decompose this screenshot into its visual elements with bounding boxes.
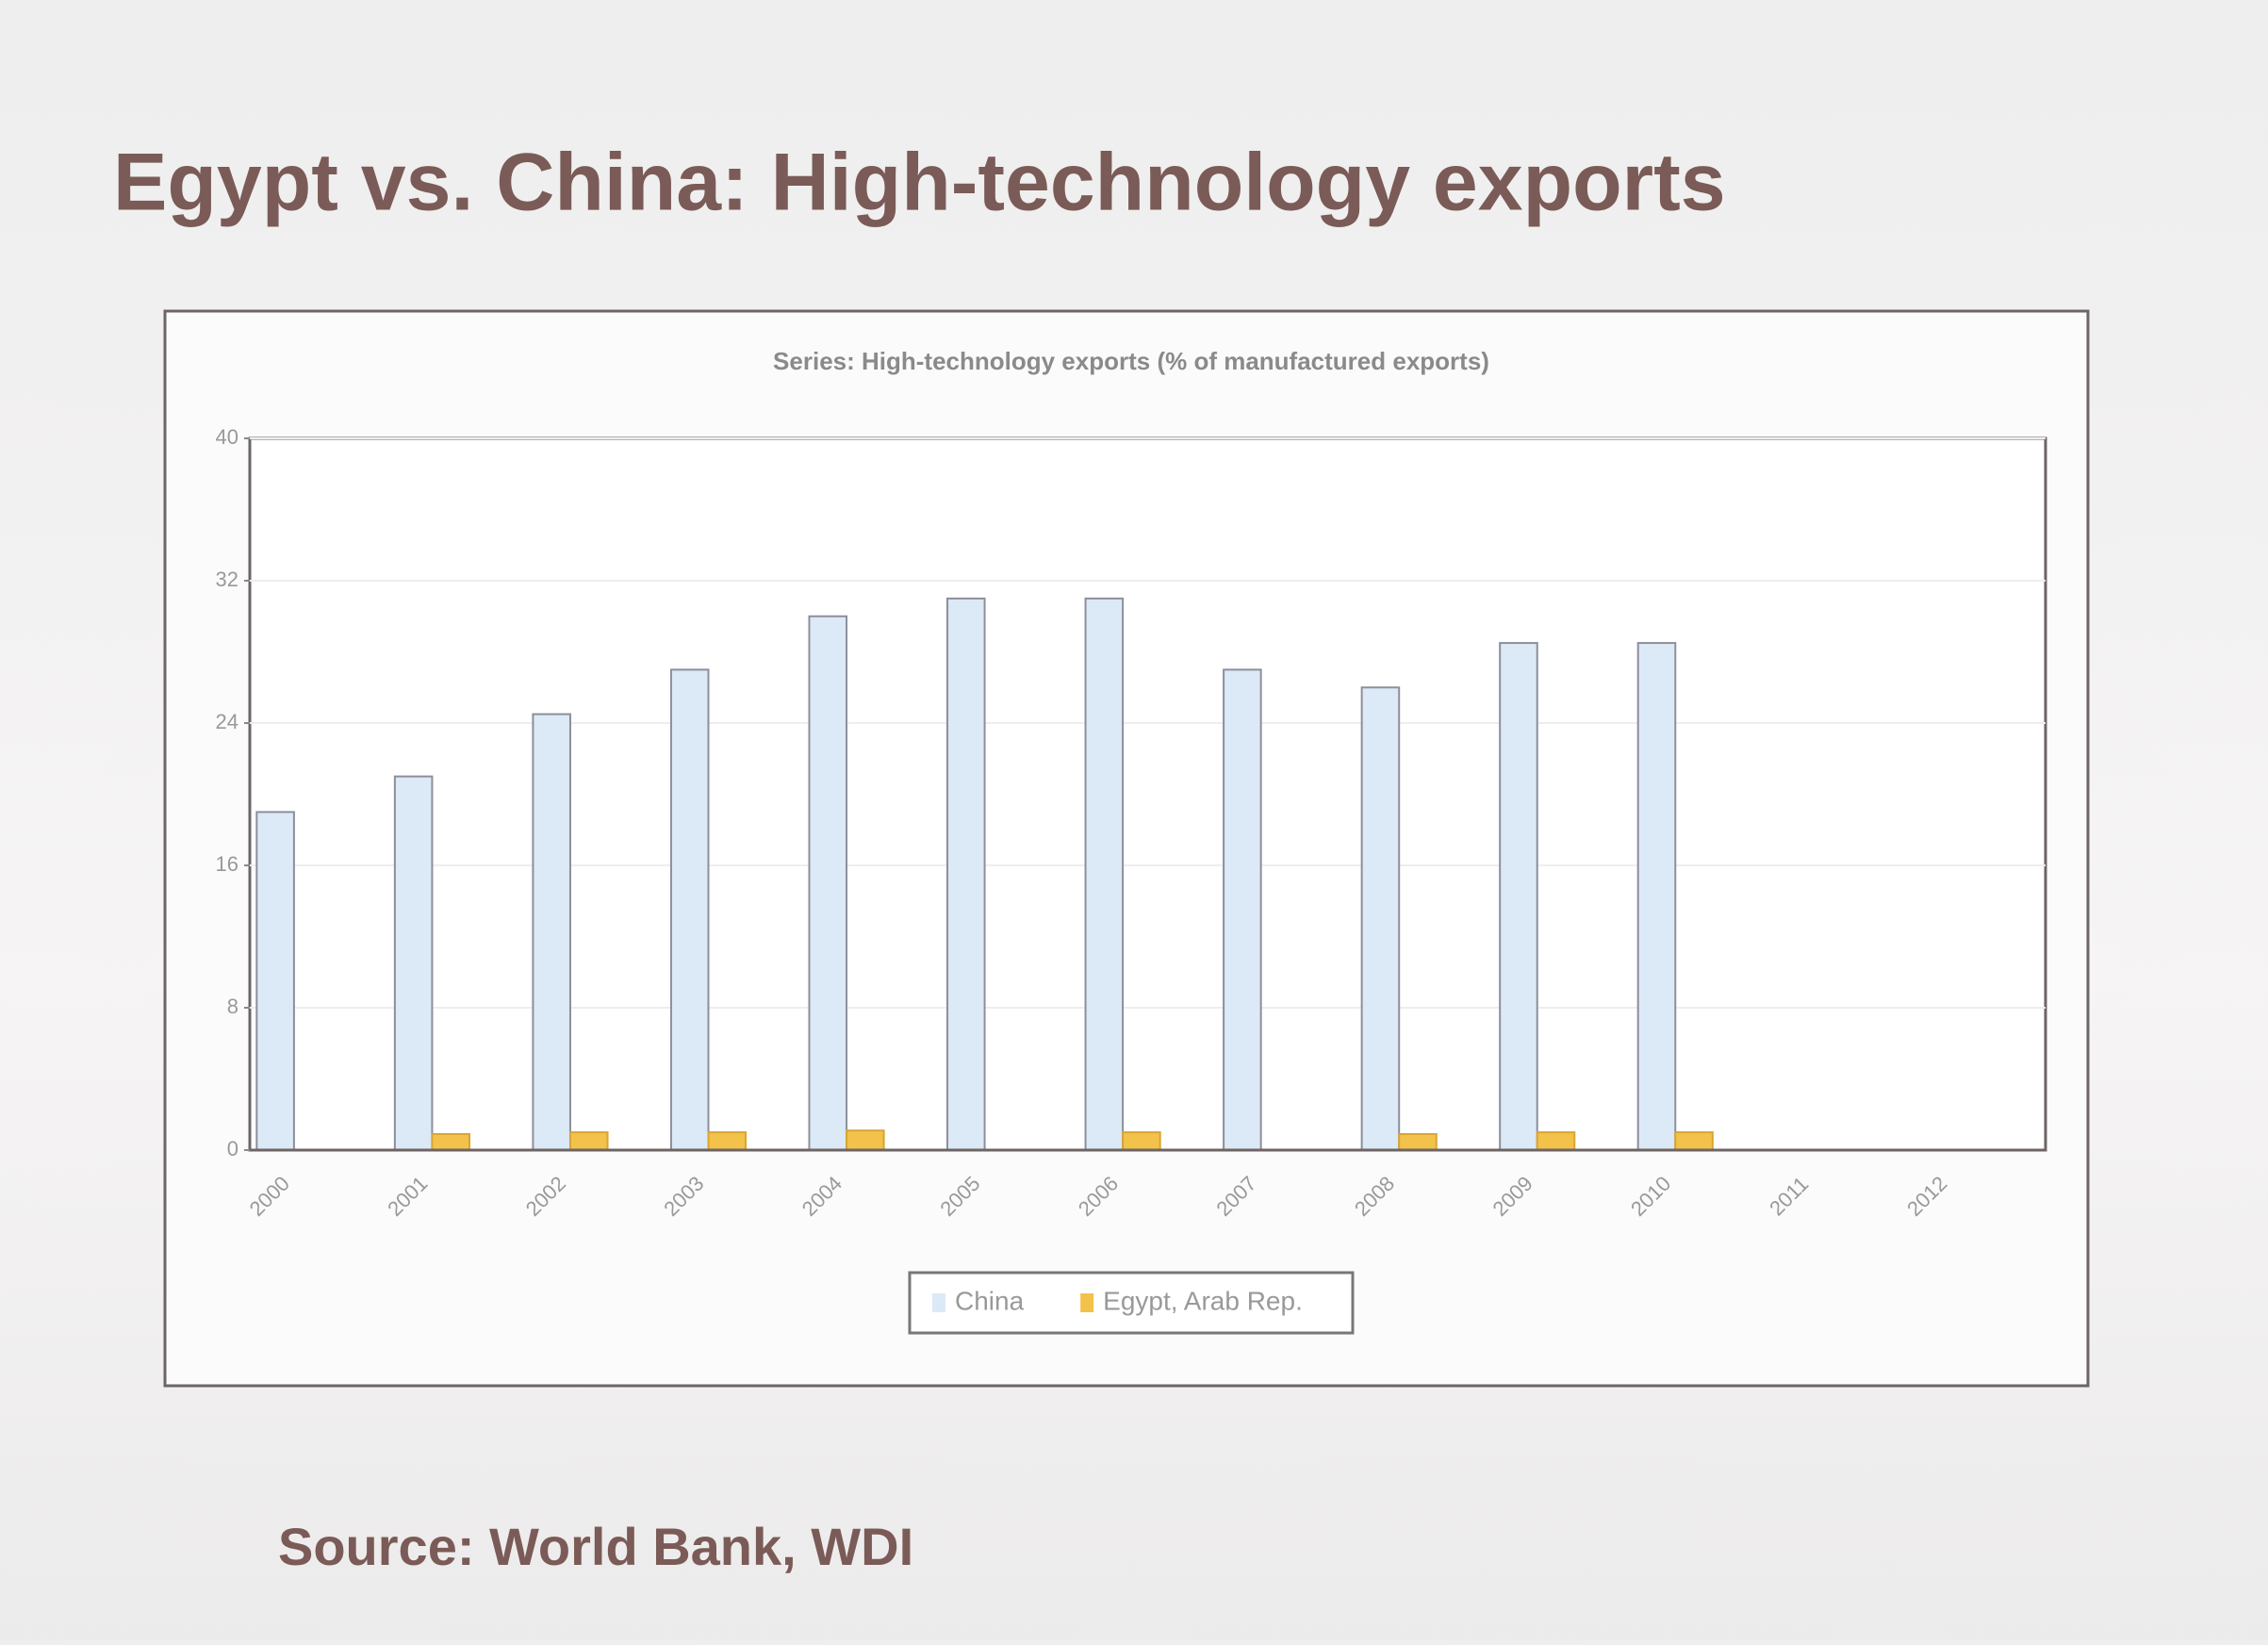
source: Source: World Bank, WDI: [278, 1517, 913, 1576]
bar: [1636, 642, 1677, 1151]
y-tick-label: 24: [216, 710, 238, 733]
y-tick-label: 0: [227, 1137, 238, 1160]
chart-title: Series: High-technology exports (% of ma…: [773, 347, 1489, 375]
bar: [532, 713, 571, 1151]
bar: [255, 811, 295, 1151]
legend-swatch: [932, 1293, 945, 1312]
y-tick-label: 32: [216, 568, 238, 591]
bar: [431, 1133, 470, 1151]
bar: [1536, 1131, 1576, 1151]
bar: [946, 597, 986, 1151]
bar: [707, 1131, 748, 1151]
bar: [669, 668, 710, 1151]
legend-label: Egypt, Arab Rep.: [1103, 1286, 1303, 1315]
bar: [1122, 1131, 1161, 1151]
bar: [808, 615, 848, 1151]
bar: [568, 1131, 609, 1151]
bar: [846, 1129, 885, 1152]
bar: [1223, 668, 1262, 1151]
slide-title: Egypt vs. China: High-technology exports: [113, 138, 1726, 228]
y-tick-label: 40: [216, 425, 238, 449]
legend-label: China: [955, 1286, 1025, 1315]
plot-area: [248, 436, 2047, 1152]
bar: [1674, 1131, 1714, 1151]
legend-box: [908, 1271, 1355, 1335]
bar: [1360, 686, 1401, 1151]
y-tick-label: 8: [227, 995, 238, 1018]
bar: [1084, 597, 1125, 1151]
legend-swatch: [1080, 1293, 1094, 1312]
bar: [1499, 642, 1538, 1151]
legend: China Egypt, Arab Rep.: [908, 1271, 1355, 1335]
bar: [1398, 1133, 1438, 1151]
bar: [393, 775, 434, 1151]
y-tick-label: 16: [216, 852, 238, 876]
